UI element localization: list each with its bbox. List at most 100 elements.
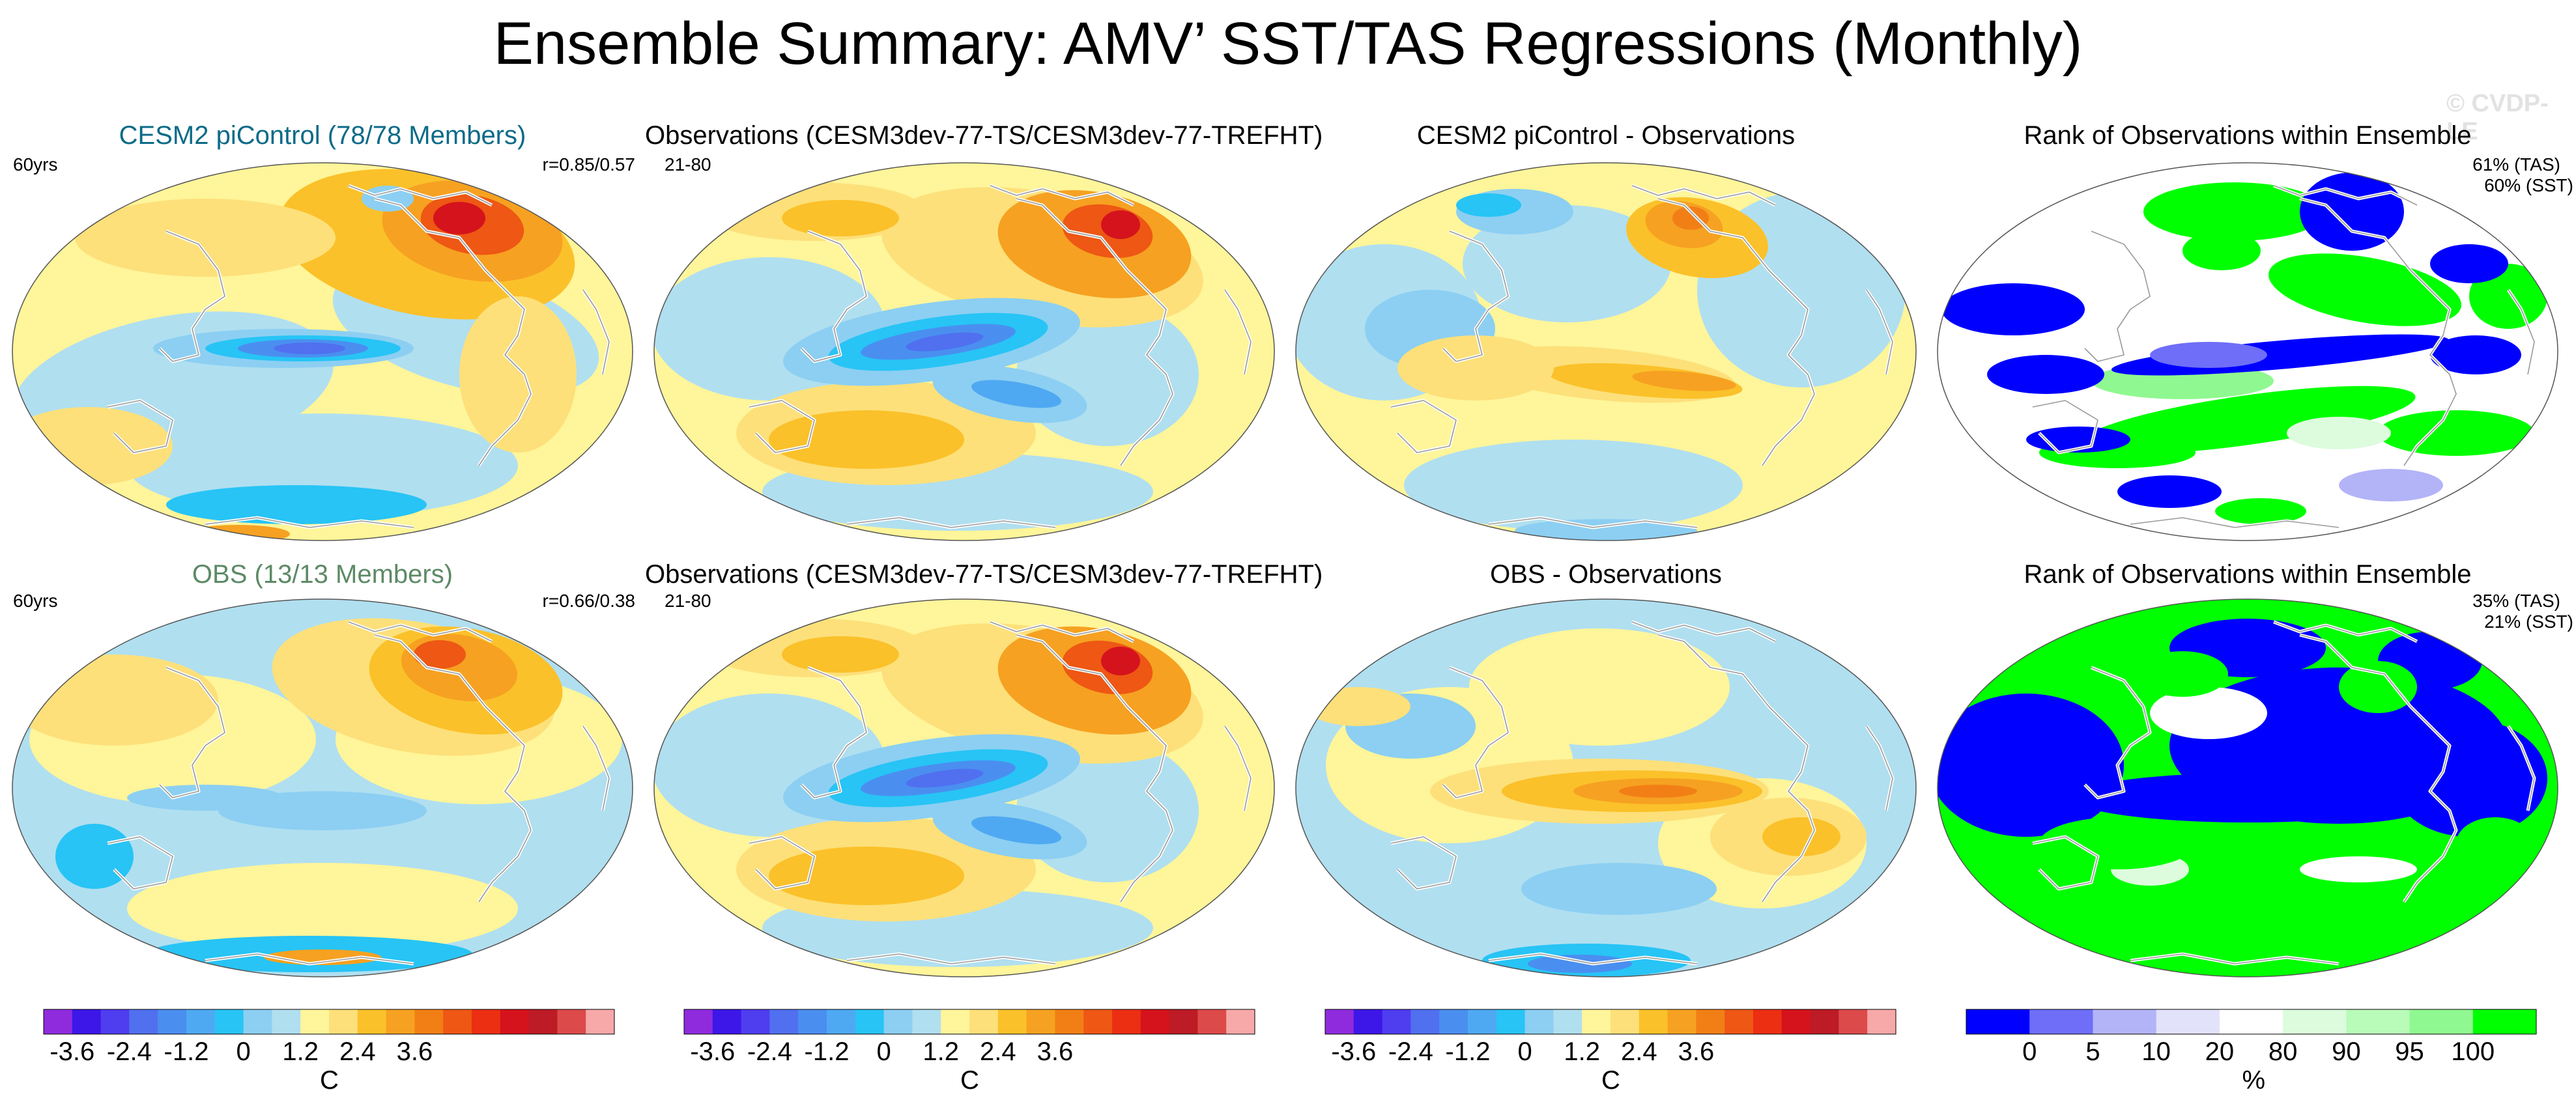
map-blob-9 <box>1632 371 1736 391</box>
panel-title: CESM2 piControl (78/78 Members) <box>119 121 526 150</box>
colorbar-swatch <box>414 1009 444 1034</box>
colorbar-tick-label: -2.4 <box>747 1037 792 1066</box>
map-blob-9 <box>127 785 283 811</box>
map-blob-16 <box>2117 475 2222 508</box>
colorbar-tick-label: 5 <box>2085 1037 2100 1066</box>
panel-left-label: 60yrs <box>13 591 58 611</box>
colorbar-swatch <box>472 1009 501 1034</box>
map-blob-8 <box>1101 210 1140 239</box>
map-blob-0 <box>2143 182 2326 241</box>
map-panel-3 <box>1937 162 2558 541</box>
map-blob-3 <box>1404 440 1743 531</box>
colorbar-swatch <box>712 1009 742 1034</box>
colorbar-0 <box>43 1009 615 1035</box>
colorbar-tick-label: 0 <box>876 1037 891 1066</box>
colorbar-tick-label: 3.6 <box>1678 1037 1715 1066</box>
map-blob-2 <box>1469 628 1730 746</box>
map-blob-10 <box>1397 335 1554 400</box>
colorbar-tick-label: 1.2 <box>923 1037 959 1066</box>
panel-right-label2: 60% (SST) <box>2484 175 2573 195</box>
map-blob-8 <box>459 296 577 453</box>
colorbar-swatch <box>1468 1009 1497 1034</box>
colorbar-swatch <box>1524 1009 1554 1034</box>
colorbar-tick-label: 2.4 <box>979 1037 1016 1066</box>
map-blob-9 <box>2039 817 2196 869</box>
map-blob-18 <box>2150 342 2267 368</box>
colorbar-swatch <box>1439 1009 1468 1034</box>
colorbar-swatch <box>586 1009 615 1034</box>
map-blob-1 <box>2182 231 2261 270</box>
colorbar-swatch <box>129 1009 158 1034</box>
colorbar-swatch <box>1696 1009 1725 1034</box>
colorbar-swatch <box>1496 1009 1526 1034</box>
colorbar-tick-label: -2.4 <box>106 1037 152 1066</box>
colorbar-swatch <box>1553 1009 1582 1034</box>
panel-right-label2: 21% (SST) <box>2484 611 2573 632</box>
colorbar-swatch <box>214 1009 244 1034</box>
map-panel-5 <box>653 598 1275 977</box>
colorbar-swatch <box>2346 1009 2411 1034</box>
colorbar-tick-label: 80 <box>2268 1037 2298 1066</box>
colorbar-swatch <box>1197 1009 1227 1034</box>
colorbar-swatch <box>1781 1009 1811 1034</box>
figure-title: Ensemble Summary: AMV’ SST/TAS Regressio… <box>493 10 2083 77</box>
colorbar-swatch <box>1810 1009 1839 1034</box>
map-blob-13 <box>274 343 345 354</box>
panel-right-label: 35% (TAS) <box>2472 591 2560 611</box>
map-panel-1 <box>653 162 1275 541</box>
map-blob-7 <box>2300 856 2417 882</box>
map-blob-16 <box>186 525 290 540</box>
map-blob-14 <box>906 768 984 788</box>
colorbar-swatch <box>2029 1009 2093 1034</box>
panel-title: OBS - Observations <box>1490 560 1722 589</box>
map-panel-6 <box>1295 598 1917 977</box>
colorbar-swatch <box>1753 1009 1782 1034</box>
colorbar-tick-label: -1.2 <box>1445 1037 1491 1066</box>
colorbar-swatch <box>1140 1009 1170 1034</box>
colorbar-tick-label: -3.6 <box>1331 1037 1377 1066</box>
panel-right-label: r=0.85/0.57 <box>542 154 635 175</box>
colorbar-swatch <box>243 1009 272 1034</box>
colorbar-tick-label: 2.4 <box>1620 1037 1657 1066</box>
map-blob-12 <box>1528 955 1632 973</box>
colorbar-unit: % <box>2242 1066 2266 1095</box>
map-blob-16 <box>971 380 1062 408</box>
map-blob-10 <box>1521 863 1717 915</box>
colorbar-tick-label: -1.2 <box>804 1037 850 1066</box>
map-blob-15 <box>2430 335 2521 374</box>
map-blob-6 <box>1456 193 1521 217</box>
colorbar-swatch <box>1667 1009 1696 1034</box>
panel-left-label: 21-80 <box>665 154 711 175</box>
colorbar-tick-label: 0 <box>1517 1037 1532 1066</box>
colorbar-tick-label: 3.6 <box>396 1037 433 1066</box>
colorbar-tick-label: 2.4 <box>339 1037 376 1066</box>
watermark: © CVDP-LE <box>2446 90 2549 145</box>
panel-left-label: 60yrs <box>13 154 58 175</box>
map-blob-0 <box>1938 694 2124 837</box>
map-blob-10 <box>2137 651 2228 697</box>
map-blob-6 <box>1619 785 1697 798</box>
map-blob-13 <box>2300 173 2404 251</box>
map-blob-6 <box>2378 410 2534 456</box>
map-blob-3 <box>2391 720 2547 837</box>
map-panel-2 <box>1295 162 1917 541</box>
map-blob-4 <box>769 847 964 905</box>
colorbar-swatch <box>2219 1009 2283 1034</box>
map-blob-9 <box>12 407 173 485</box>
colorbar-tick-label: -3.6 <box>690 1037 736 1066</box>
colorbar-swatch <box>386 1009 415 1034</box>
colorbar-tick-label: 10 <box>2141 1037 2171 1066</box>
colorbar-swatch <box>1055 1009 1084 1034</box>
map-blob-6 <box>2150 687 2267 739</box>
map-blob-8 <box>1101 647 1140 675</box>
colorbar-swatch <box>684 1009 713 1034</box>
colorbar-tick-label: 0 <box>236 1037 251 1066</box>
map-blob-16 <box>971 816 1062 845</box>
colorbar-swatch <box>272 1009 301 1034</box>
colorbar-swatch <box>357 1009 387 1034</box>
colorbar-swatch <box>2472 1009 2537 1034</box>
colorbar-tick-label: -1.2 <box>164 1037 209 1066</box>
map-blob-12 <box>2456 817 2534 869</box>
map-panel-7 <box>1937 598 2558 977</box>
colorbar-3 <box>1966 1009 2537 1035</box>
